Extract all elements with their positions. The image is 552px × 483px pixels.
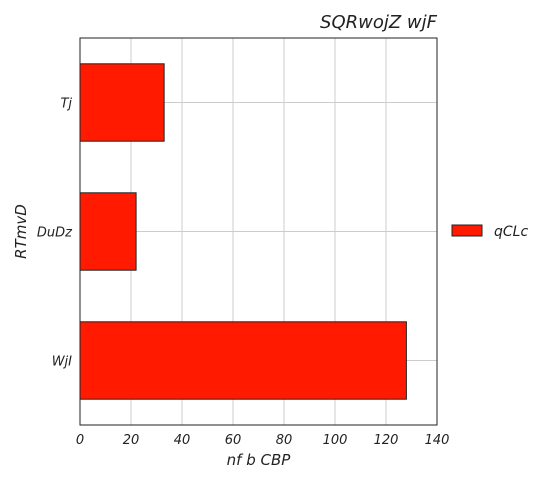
chart-title: SQRwojZ wjF [320,12,438,33]
x-tick-label: 60 [225,433,242,448]
y-axis-ticks: Tj DuDz WjI [37,97,73,370]
y-tick-label: Tj [60,97,72,112]
bar-dudz [79,192,137,271]
x-tick-label: 40 [174,433,191,448]
x-tick-label: 0 [76,433,84,448]
x-tick-label: 80 [276,433,293,448]
bar-tj [79,63,165,142]
bar-wji [79,321,407,400]
x-axis-ticks: 0 20 40 60 80 100 120 140 [76,433,450,448]
y-tick-label: WjI [52,355,72,370]
plot-frame [79,37,438,426]
x-tick-label: 140 [425,433,450,448]
x-tick-label: 100 [323,433,348,448]
x-tick-label: 20 [123,433,140,448]
x-axis-label: nf b CBP [227,451,292,469]
legend: qCLc [451,224,528,240]
y-axis-label: RTmvD [12,204,30,259]
legend-swatch [451,224,483,237]
legend-label: qCLc [494,224,528,240]
y-tick-label: DuDz [37,226,73,241]
x-tick-label: 120 [374,433,399,448]
